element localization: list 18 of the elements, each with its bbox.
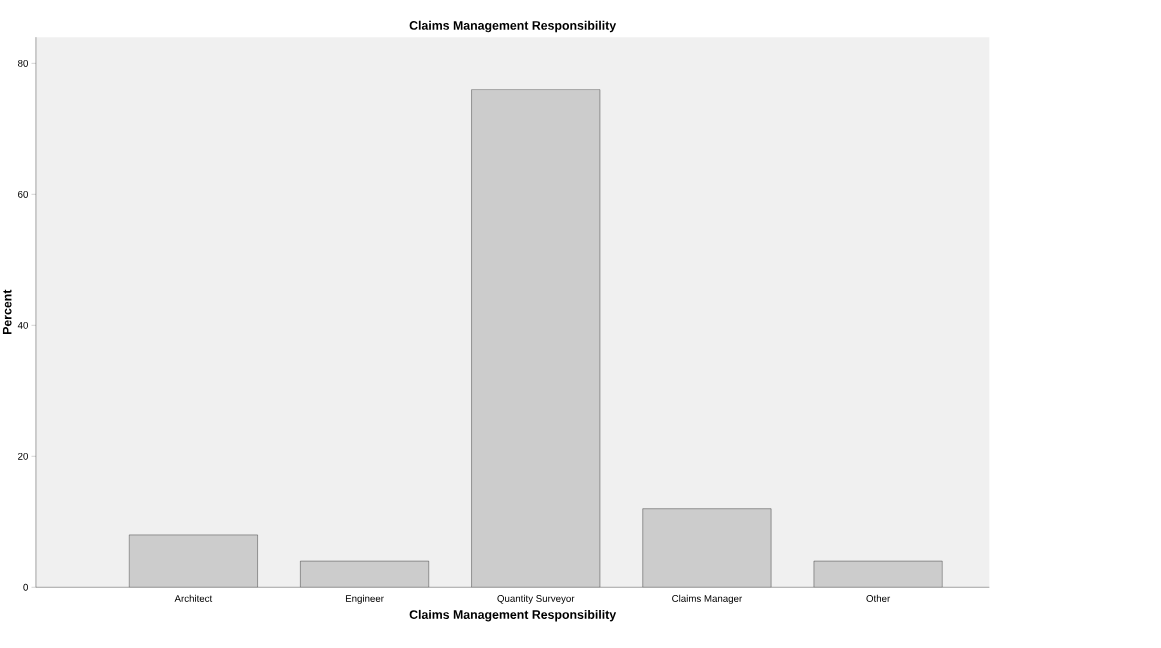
- bar: [471, 89, 600, 588]
- y-tick-label: 0: [23, 583, 28, 591]
- y-axis-title: Percent: [2, 289, 12, 334]
- bar: [300, 560, 429, 588]
- x-tick-label: Engineer: [345, 594, 384, 604]
- x-tick-label: Quantity Surveyor: [497, 594, 575, 604]
- bar: [129, 534, 258, 588]
- y-tick-label: 40: [17, 321, 28, 329]
- y-tick-label: 60: [18, 190, 28, 198]
- bar: [642, 508, 772, 588]
- x-axis-title: Claims Management Responsibility: [409, 609, 617, 622]
- x-tick-label: Other: [866, 594, 891, 602]
- bar: [813, 560, 943, 588]
- x-tick-label: Claims Manager: [672, 594, 743, 604]
- chart-title: Claims Management Responsibility: [409, 20, 617, 33]
- x-tick-label: Architect: [174, 594, 213, 602]
- y-tick-label: 80: [18, 59, 28, 67]
- y-tick-label: 20: [18, 452, 28, 460]
